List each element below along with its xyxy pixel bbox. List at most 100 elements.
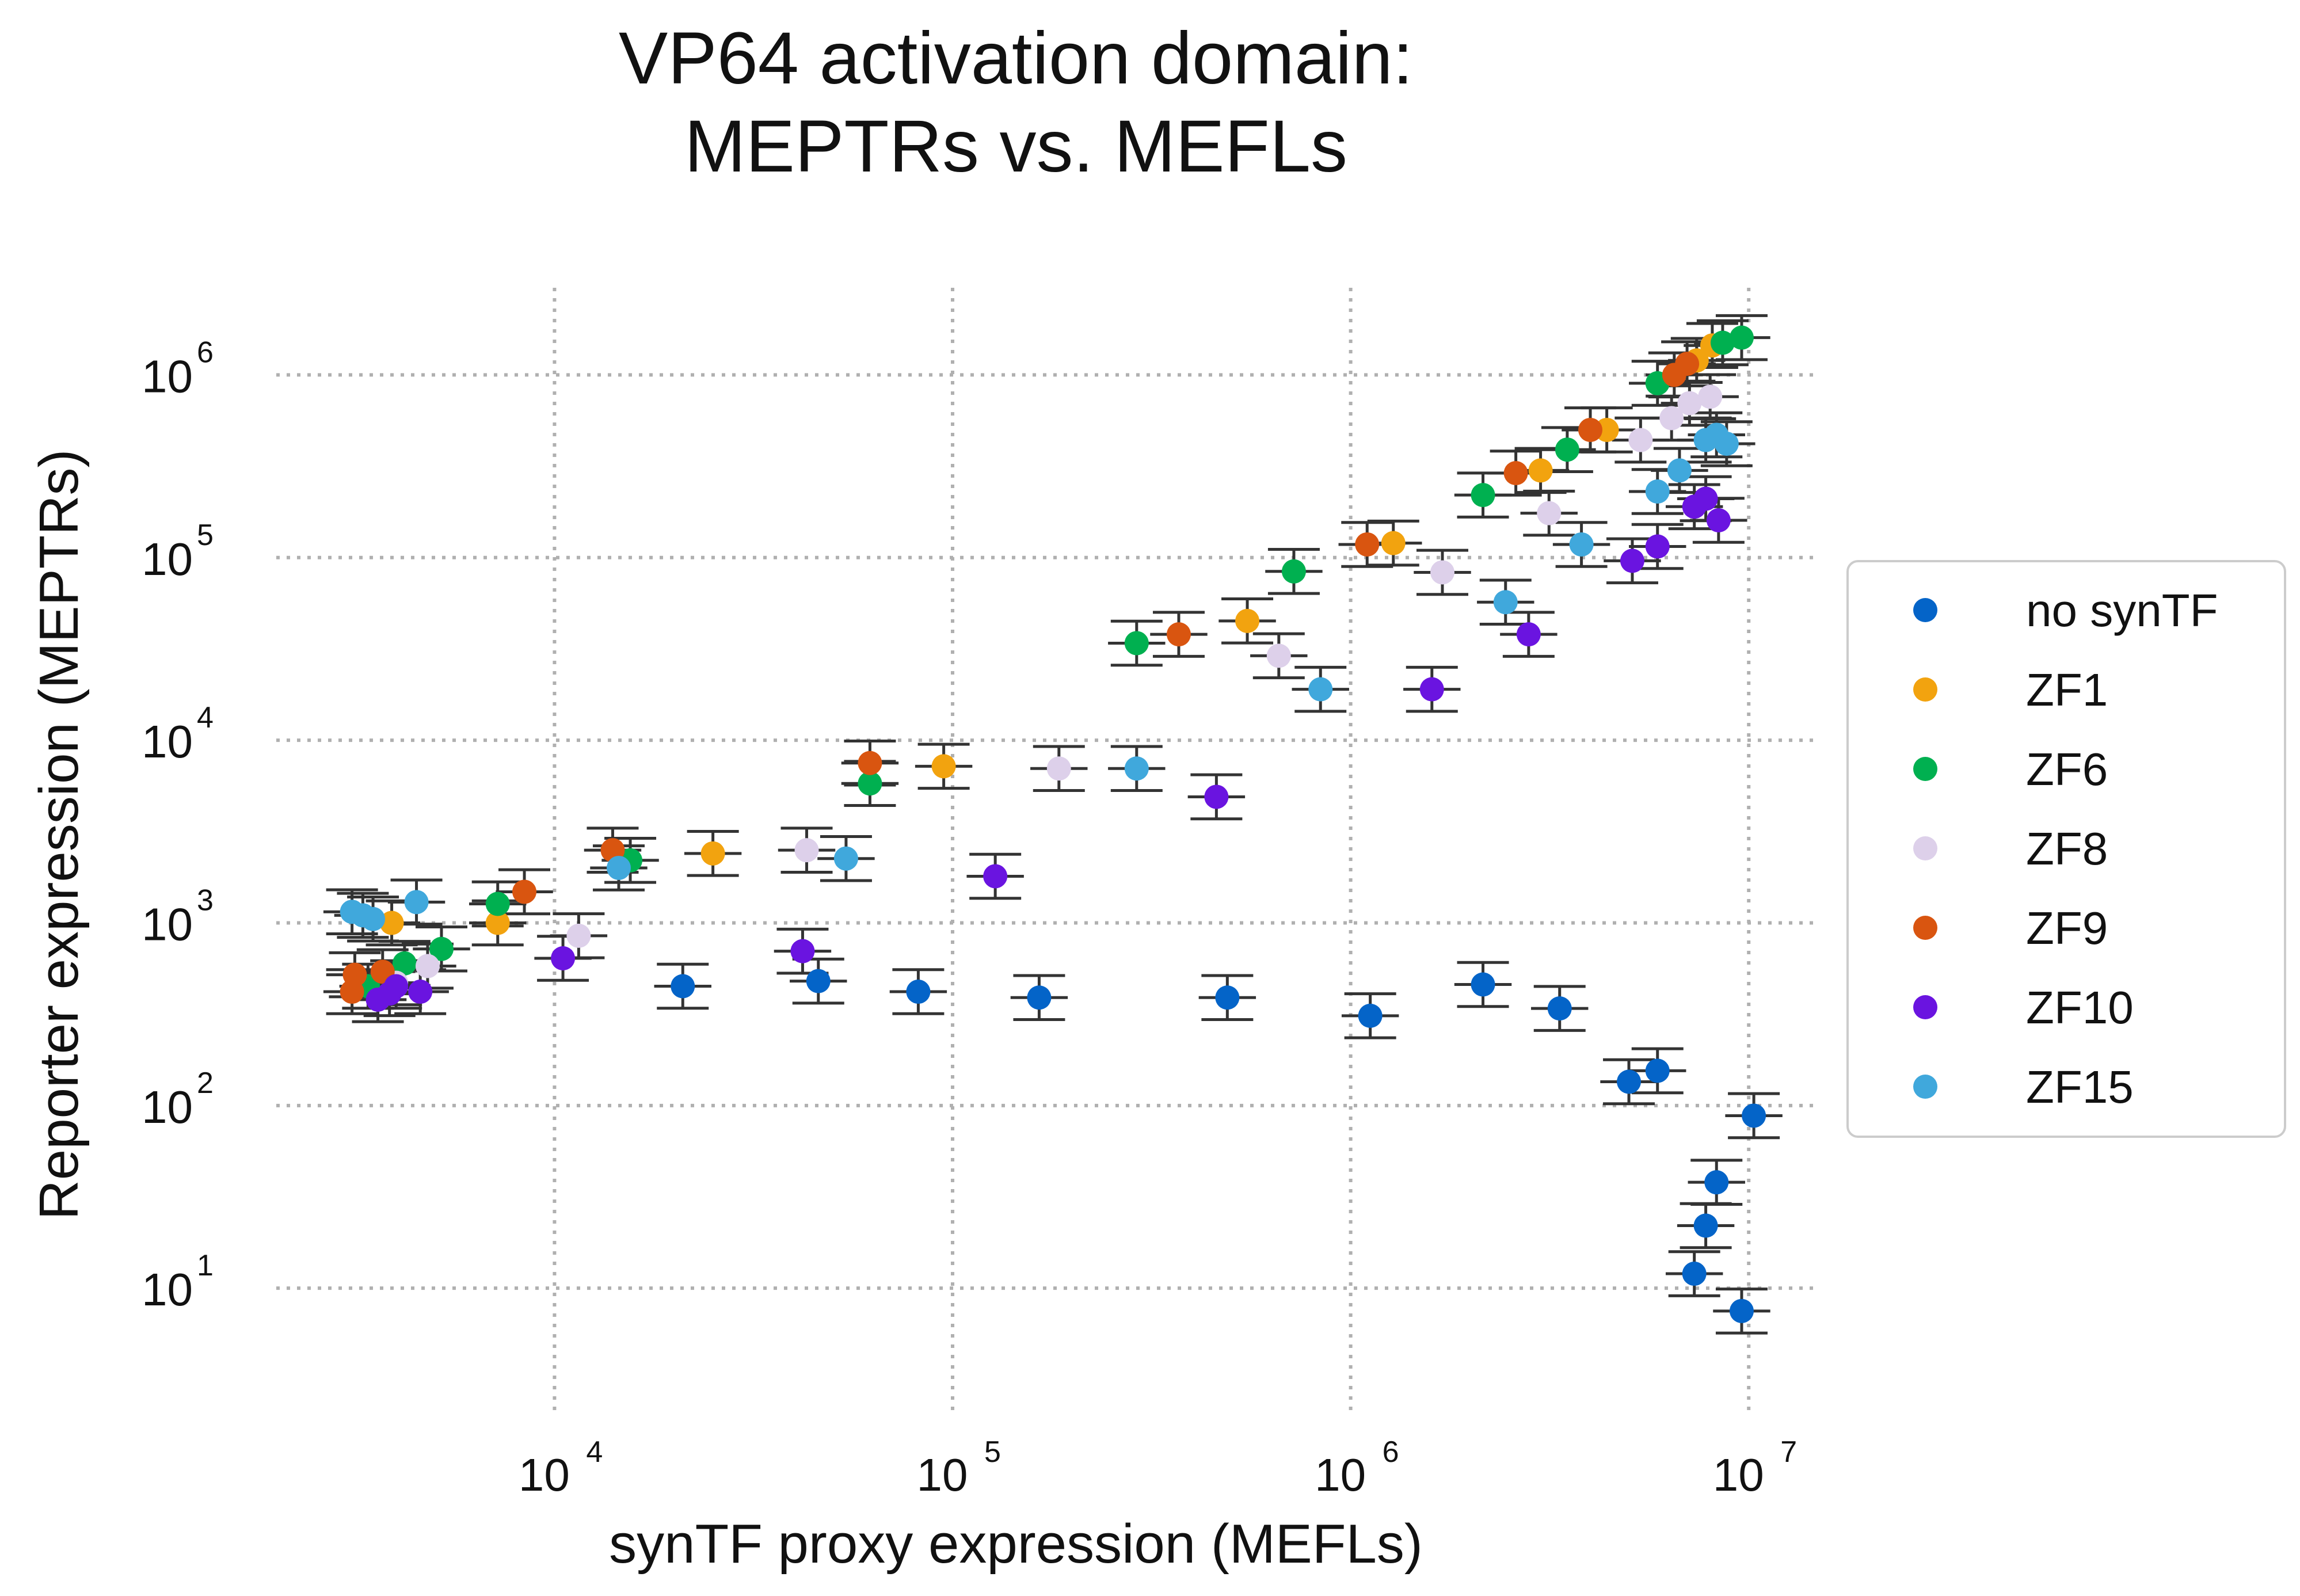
legend-marker-1 <box>1913 677 1937 702</box>
point-zf10-10 <box>1620 548 1644 573</box>
point-zf8-6 <box>1430 560 1454 585</box>
point-no-syntf-9 <box>1645 1058 1670 1083</box>
point-zf6-12 <box>1729 325 1754 350</box>
y-axis-label: Reporter expression (MEPTRs) <box>28 449 90 1220</box>
point-zf6-1 <box>392 951 417 976</box>
point-zf10-14 <box>1706 508 1731 532</box>
errorbar-3-4 <box>1030 745 1088 793</box>
point-zf6-2 <box>429 936 454 961</box>
point-zf10-4 <box>551 946 576 970</box>
y-tick-exponent-2: 3 <box>197 883 214 917</box>
point-zf1-1 <box>485 911 510 935</box>
point-zf15-4 <box>607 855 631 880</box>
point-zf10-8 <box>1419 677 1444 702</box>
point-zf8-8 <box>1628 428 1653 452</box>
point-zf1-2 <box>700 841 725 866</box>
point-no-syntf-1 <box>806 969 831 993</box>
point-zf1-0 <box>379 911 404 935</box>
point-zf6-7 <box>1281 559 1306 584</box>
point-zf15-8 <box>1493 590 1518 615</box>
point-zf9-6 <box>1166 622 1191 647</box>
point-no-syntf-3 <box>1027 985 1052 1010</box>
y-tick-exponent-4: 5 <box>197 519 214 552</box>
legend-marker-2 <box>1913 757 1937 781</box>
point-no-syntf-2 <box>906 980 931 1004</box>
point-zf6-5 <box>858 771 882 796</box>
point-no-syntf-10 <box>1682 1262 1707 1286</box>
point-zf10-3 <box>408 980 433 1004</box>
y-tick-exponent-1: 2 <box>197 1066 214 1100</box>
point-no-syntf-6 <box>1471 972 1495 997</box>
legend-label-3: ZF8 <box>2026 823 2108 874</box>
point-no-syntf-4 <box>1215 985 1240 1010</box>
point-zf9-5 <box>858 751 882 775</box>
point-zf15-14 <box>1714 431 1739 456</box>
point-zf6-8 <box>1471 483 1495 508</box>
y-tick-label-3: 10 <box>142 716 193 767</box>
point-no-syntf-12 <box>1704 1170 1729 1195</box>
point-zf8-1 <box>415 954 440 978</box>
point-zf15-9 <box>1569 532 1594 557</box>
point-zf15-2 <box>361 906 386 931</box>
x-tick-exponent-0: 4 <box>586 1435 603 1469</box>
point-no-syntf-14 <box>1742 1103 1766 1128</box>
point-zf6-11 <box>1710 330 1735 355</box>
y-tick-exponent-5: 6 <box>197 336 214 369</box>
point-zf8-11 <box>1698 384 1723 409</box>
x-tick-label-3: 10 <box>1713 1449 1764 1500</box>
point-no-syntf-13 <box>1729 1298 1754 1323</box>
point-zf9-9 <box>1578 417 1602 442</box>
y-tick-label-2: 10 <box>142 898 193 950</box>
point-no-syntf-11 <box>1693 1213 1718 1238</box>
point-zf1-5 <box>1381 531 1406 555</box>
x-tick-exponent-3: 7 <box>1780 1435 1797 1469</box>
chart-title-line-1: VP64 activation domain: <box>619 17 1413 100</box>
legend-label-0: no synTF <box>2026 585 2218 636</box>
tick-labels: 10 4 10 5 10 6 10 710 110 210 310 410 510 6 <box>142 336 1797 1500</box>
point-zf10-9 <box>1516 622 1541 647</box>
point-zf15-11 <box>1667 458 1692 483</box>
y-tick-label-1: 10 <box>142 1081 193 1133</box>
legend-label-6: ZF15 <box>2026 1061 2134 1113</box>
x-tick-label-1: 10 <box>917 1449 968 1500</box>
point-zf10-2 <box>384 974 409 999</box>
point-zf9-7 <box>1355 532 1380 557</box>
point-zf9-11 <box>1675 352 1700 376</box>
y-tick-label-4: 10 <box>142 534 193 585</box>
point-zf1-6 <box>1528 458 1553 483</box>
y-tick-label-5: 10 <box>142 351 193 402</box>
point-zf10-11 <box>1645 534 1670 559</box>
point-zf6-3 <box>485 892 510 916</box>
point-zf8-2 <box>566 923 591 948</box>
x-axis-label: synTF proxy expression (MEFLs) <box>609 1513 1423 1575</box>
x-tick-exponent-1: 5 <box>984 1435 1001 1469</box>
y-tick-label-0: 10 <box>142 1264 193 1315</box>
point-no-syntf-8 <box>1617 1069 1642 1094</box>
legend-box <box>1846 560 2286 1138</box>
legend-label-1: ZF1 <box>2026 664 2108 715</box>
point-zf10-6 <box>983 864 1008 889</box>
legend: no synTF ZF1 ZF6 ZF8 ZF9 ZF10 ZF15 <box>1846 560 2286 1138</box>
point-zf6-6 <box>1124 631 1149 656</box>
point-zf9-8 <box>1503 461 1528 486</box>
point-zf9-1 <box>342 962 367 987</box>
data-points <box>340 325 1766 1323</box>
point-zf10-5 <box>790 939 815 963</box>
point-zf10-13 <box>1693 486 1718 511</box>
legend-label-5: ZF10 <box>2026 982 2134 1033</box>
legend-label-2: ZF6 <box>2026 744 2108 795</box>
point-zf9-3 <box>512 879 537 904</box>
point-zf1-4 <box>1235 608 1260 633</box>
y-tick-exponent-0: 1 <box>197 1249 214 1282</box>
point-zf8-9 <box>1659 406 1684 431</box>
legend-label-4: ZF9 <box>2026 902 2108 954</box>
point-zf8-10 <box>1677 391 1702 416</box>
x-tick-exponent-2: 6 <box>1383 1435 1399 1469</box>
point-zf15-10 <box>1645 479 1670 504</box>
grid <box>276 288 1819 1416</box>
point-no-syntf-0 <box>671 974 695 999</box>
point-zf15-6 <box>1124 756 1149 781</box>
x-tick-label-0: 10 <box>519 1449 570 1500</box>
legend-marker-3 <box>1913 836 1937 860</box>
